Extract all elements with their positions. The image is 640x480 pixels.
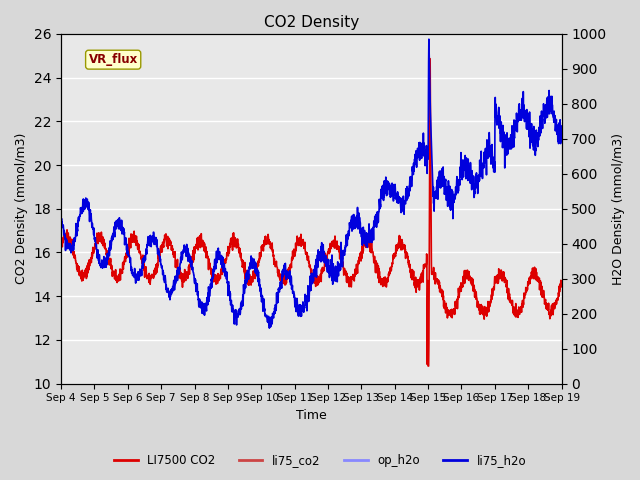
Title: CO2 Density: CO2 Density	[264, 15, 359, 30]
Text: VR_flux: VR_flux	[88, 53, 138, 66]
X-axis label: Time: Time	[296, 409, 326, 422]
Y-axis label: CO2 Density (mmol/m3): CO2 Density (mmol/m3)	[15, 133, 28, 285]
Legend: LI7500 CO2, li75_co2, op_h2o, li75_h2o: LI7500 CO2, li75_co2, op_h2o, li75_h2o	[109, 449, 531, 472]
Y-axis label: H2O Density (mmol/m3): H2O Density (mmol/m3)	[612, 133, 625, 285]
